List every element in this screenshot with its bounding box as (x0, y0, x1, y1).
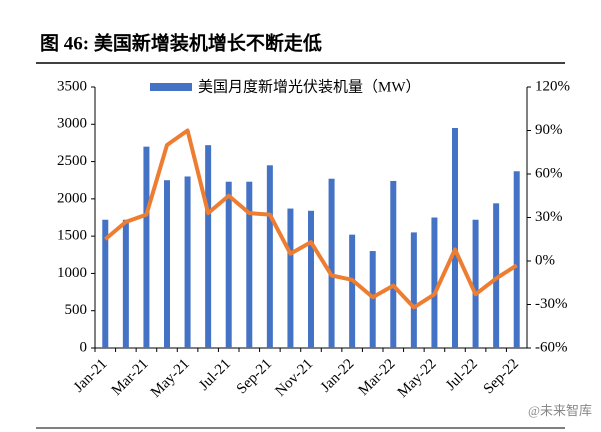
bar (143, 146, 150, 348)
bar (246, 181, 253, 348)
y-tick-label: 3000 (57, 116, 87, 132)
x-tick-label: Sep-22 (481, 356, 522, 397)
line (103, 128, 518, 310)
y2-tick-label: 0% (535, 252, 555, 268)
y2-tick-label: 90% (535, 122, 563, 138)
y-tick-label: 500 (65, 302, 88, 318)
y2-tick-label: -30% (535, 296, 568, 312)
x-tick-label: Jul-21 (196, 356, 234, 394)
y-tick-label: 3500 (57, 78, 87, 94)
y-tick-label: 2500 (57, 153, 87, 169)
y2-tick-label: 30% (535, 209, 563, 225)
legend-label: 美国月度新增光伏装机量（MW） (198, 78, 421, 95)
bar (513, 171, 520, 348)
bar (102, 219, 109, 348)
bar (452, 128, 458, 348)
legend-swatch (150, 83, 192, 91)
bar (184, 176, 191, 348)
x-tick-label: Sep-21 (234, 356, 275, 397)
x-tick-label: Mar-22 (356, 356, 399, 399)
bar (431, 217, 438, 348)
y-tick-label: 0 (80, 339, 88, 355)
bar (287, 208, 294, 348)
watermark: @未来智库 (528, 403, 592, 418)
bar (349, 234, 356, 348)
x-tick-label: May-22 (395, 356, 440, 401)
x-tick-label: Jan-22 (318, 356, 358, 396)
x-tick-label: Jan-21 (71, 356, 111, 396)
bar (164, 180, 170, 348)
x-tick-label: Nov-21 (273, 356, 317, 400)
bar (410, 232, 417, 348)
chart-title: 图 46: 美国新增装机增长不断走低 (40, 31, 322, 54)
y-tick-label: 1000 (57, 265, 87, 281)
x-tick-label: Jul-22 (443, 356, 481, 394)
bar (369, 251, 376, 348)
bar (205, 145, 212, 348)
bar (472, 219, 479, 348)
x-tick-label: May-21 (148, 356, 193, 401)
bar (390, 180, 397, 348)
y-tick-label: 1500 (57, 228, 87, 244)
bar (225, 181, 232, 348)
bar (308, 210, 314, 348)
y2-tick-label: -60% (535, 339, 568, 355)
y2-tick-label: 120% (535, 78, 570, 94)
x-tick-label: Mar-21 (109, 356, 152, 399)
bar (328, 178, 335, 348)
y-tick-label: 2000 (57, 190, 87, 206)
y2-tick-label: 60% (535, 165, 563, 181)
bar (493, 203, 500, 348)
bar (266, 165, 273, 348)
bar (122, 219, 129, 348)
